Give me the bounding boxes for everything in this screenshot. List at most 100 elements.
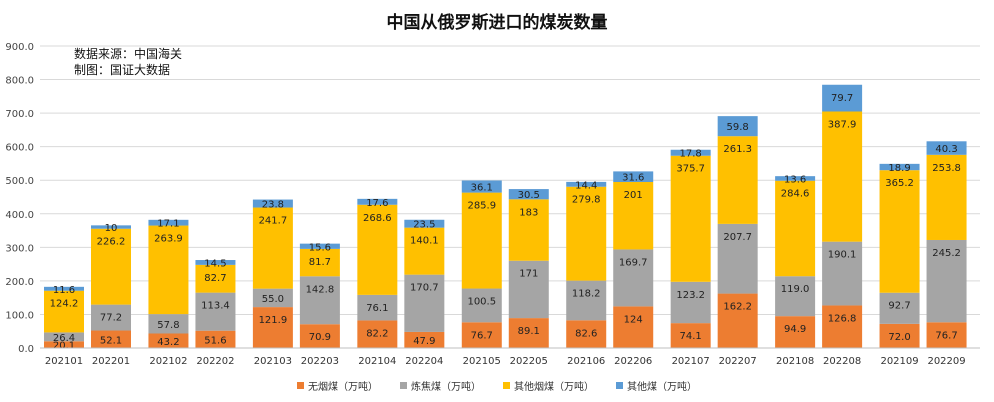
bar-segment (775, 176, 816, 181)
data-label: 89.1 (518, 326, 540, 337)
bar-segment (252, 207, 293, 289)
data-label: 23.8 (262, 200, 284, 211)
bar-segment (461, 180, 502, 193)
bar-segment (148, 333, 189, 348)
bar-segment (566, 181, 607, 187)
bar-segment (508, 318, 549, 348)
bar-segment (44, 341, 84, 348)
bar-segment (299, 243, 340, 249)
y-tick-label: 300.0 (5, 243, 34, 254)
bar-segment (822, 111, 863, 242)
data-label: 23.5 (413, 220, 435, 231)
bar-segment (717, 116, 758, 137)
data-label: 30.5 (518, 190, 540, 201)
bar-segment (252, 199, 293, 208)
bar-segment (91, 225, 131, 229)
bar-segment (404, 274, 445, 332)
data-label: 72.0 (888, 332, 910, 343)
data-label: 118.2 (572, 289, 601, 300)
legend-swatch (616, 382, 623, 389)
y-tick-label: 900.0 (5, 42, 34, 53)
data-label: 285.9 (467, 201, 496, 212)
data-label: 124.2 (50, 299, 79, 310)
y-tick-label: 600.0 (5, 143, 34, 154)
y-tick-label: 400.0 (5, 210, 34, 221)
data-label: 14.5 (204, 258, 226, 269)
bar-segment (195, 330, 236, 348)
bar-segment (566, 186, 607, 281)
data-label: 20.1 (53, 341, 75, 352)
x-tick-label: 202107 (672, 356, 710, 367)
data-label: 14.4 (575, 180, 597, 191)
data-label: 52.1 (100, 335, 122, 346)
bar-segment (44, 290, 84, 333)
data-label: 365.2 (885, 178, 914, 189)
data-label: 170.7 (410, 283, 439, 294)
bar-segment (717, 223, 758, 294)
data-label: 124 (624, 314, 643, 325)
legend: 无烟煤（万吨） 炼焦煤（万吨） 其他烟煤（万吨） 其他煤（万吨） (0, 378, 994, 393)
x-tick-label: 202204 (405, 356, 443, 367)
data-label: 94.9 (784, 324, 806, 335)
author-line: 制图：国证大数据 (74, 63, 171, 77)
data-label: 207.7 (723, 232, 752, 243)
bar-segment (357, 294, 398, 321)
bar-segment (195, 264, 236, 293)
data-label: 10 (105, 223, 118, 234)
legend-label: 其他煤（万吨） (627, 382, 697, 393)
y-tick-label: 800.0 (5, 76, 34, 87)
bar-segment (879, 170, 920, 293)
data-label: 11.6 (53, 285, 75, 296)
bar-segment (717, 136, 758, 224)
data-label: 171 (519, 269, 538, 280)
bar-segment (148, 314, 189, 334)
bar-segment (670, 281, 711, 324)
data-label: 81.7 (309, 257, 331, 268)
data-label: 55.0 (262, 294, 284, 305)
bar-segment (148, 225, 189, 315)
data-label: 70.9 (309, 332, 331, 343)
bar-segment (775, 180, 816, 277)
data-label: 92.7 (888, 301, 910, 312)
y-tick-label: 0.0 (18, 344, 34, 355)
x-tick-label: 202205 (510, 356, 548, 367)
bar-segment (461, 322, 502, 348)
bar-segment (91, 330, 131, 348)
data-label: 123.2 (676, 290, 705, 301)
bar-segment (566, 320, 607, 348)
data-label: 284.6 (781, 189, 810, 200)
x-tick-label: 202104 (358, 356, 396, 367)
legend-label: 无烟煤（万吨） (308, 382, 378, 393)
data-label: 59.8 (727, 122, 749, 133)
x-tick-label: 202203 (301, 356, 339, 367)
x-tick-label: 202102 (149, 356, 187, 367)
data-label: 119.0 (781, 284, 810, 295)
bar-segment (508, 189, 549, 200)
legend-item: 无烟煤（万吨） (297, 378, 378, 393)
bar-segment (613, 249, 654, 307)
data-label: 17.8 (680, 149, 702, 160)
data-label: 76.1 (366, 303, 388, 314)
bar-segment (195, 260, 236, 265)
bar-segment (357, 320, 398, 348)
data-label: 40.3 (935, 144, 957, 155)
bar-segment (404, 331, 445, 348)
data-label: 142.8 (306, 284, 335, 295)
legend-swatch (297, 382, 304, 389)
data-label: 268.6 (363, 213, 392, 224)
bar-segment (670, 155, 711, 282)
legend-label: 其他烟煤（万吨） (514, 382, 594, 393)
data-label: 18.9 (888, 163, 910, 174)
data-label: 126.8 (828, 313, 857, 324)
x-tick-label: 202209 (927, 356, 965, 367)
data-label: 47.9 (413, 336, 435, 347)
x-tick-label: 202208 (823, 356, 861, 367)
data-label: 375.7 (676, 164, 705, 175)
legend-label: 炼焦煤（万吨） (411, 382, 481, 393)
chart-title: 中国从俄罗斯进口的煤炭数量 (386, 13, 608, 33)
data-label: 36.1 (471, 183, 493, 194)
data-label: 76.7 (935, 330, 957, 341)
data-label: 82.6 (575, 328, 597, 339)
bar-segment (926, 322, 967, 348)
